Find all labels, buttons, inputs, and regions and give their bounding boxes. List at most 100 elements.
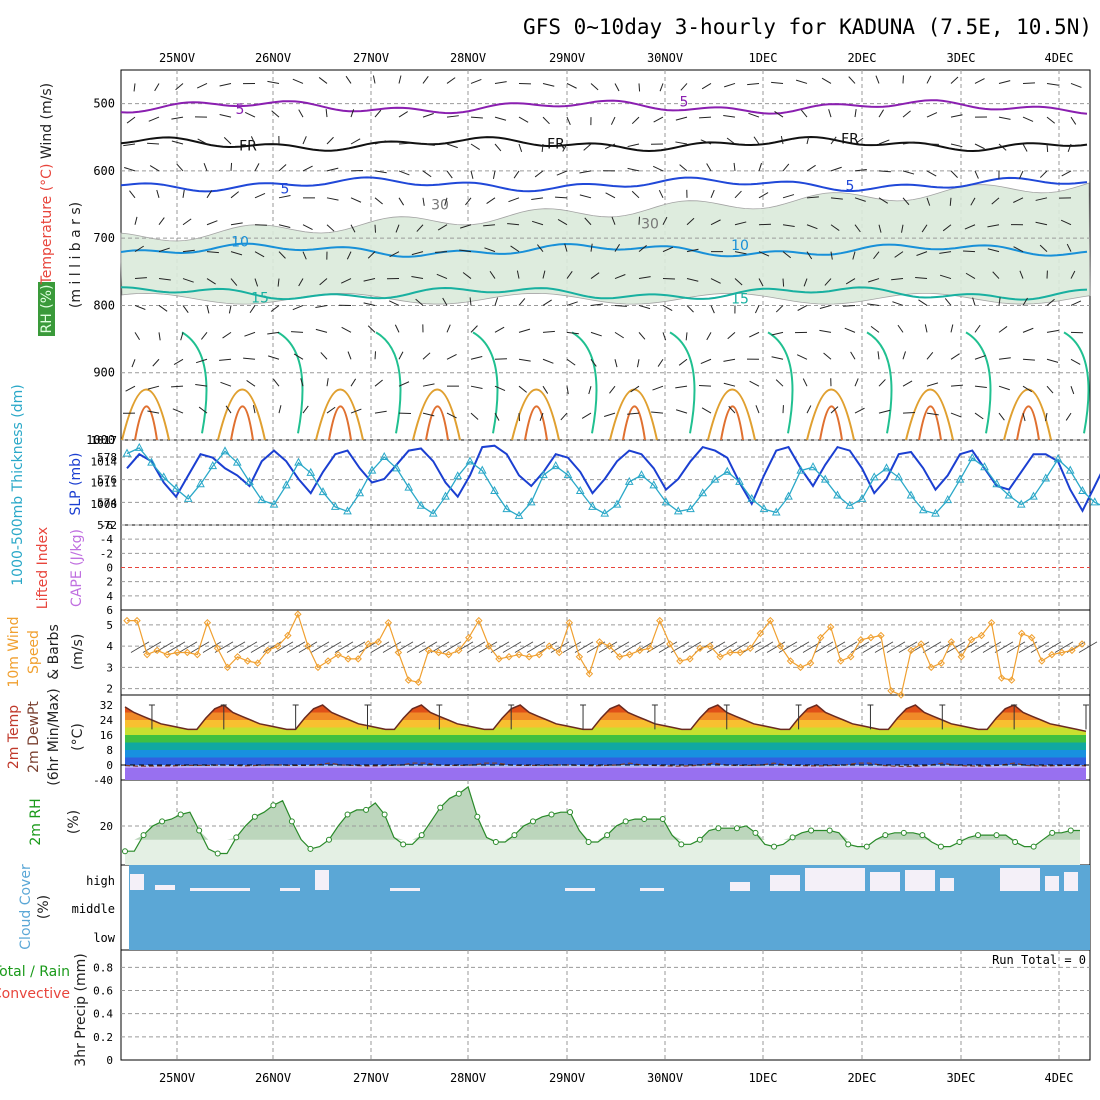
rh-point xyxy=(604,832,611,839)
wind-speed-point xyxy=(1078,640,1086,648)
wind-barb xyxy=(350,109,355,118)
wind-barb xyxy=(659,83,664,92)
wind-barb xyxy=(219,114,232,118)
cloud-gap xyxy=(565,888,595,891)
wind-barb xyxy=(590,303,603,306)
wind-barb xyxy=(686,217,695,226)
rh-point xyxy=(140,832,147,839)
wind-barb xyxy=(579,194,592,199)
cloud-gap xyxy=(315,870,329,890)
isotherm-line xyxy=(120,242,1088,258)
wind-speed-point xyxy=(264,646,272,655)
wind-barb xyxy=(418,641,438,653)
wind-speed-point xyxy=(495,655,503,663)
wind-barb xyxy=(460,224,472,229)
wind-barb xyxy=(758,192,769,199)
wind-barb xyxy=(182,218,192,226)
wind-barb xyxy=(195,358,208,364)
surface-temp-contour xyxy=(121,388,170,441)
wind-barb xyxy=(158,332,161,341)
cloud-gap xyxy=(1045,876,1059,891)
wind-barb xyxy=(806,251,813,260)
wind-barb xyxy=(245,111,256,118)
wind-barb xyxy=(1046,143,1049,153)
wind-barb xyxy=(1046,82,1059,86)
wind-speed-point xyxy=(213,644,222,652)
rh-area xyxy=(125,786,1080,865)
rh-point xyxy=(937,843,944,850)
wind-barb xyxy=(526,641,546,653)
wind-barb xyxy=(926,170,937,177)
wind-barb xyxy=(389,251,400,258)
wind-barb xyxy=(326,378,329,387)
wind-barb xyxy=(278,405,282,414)
wind-barb xyxy=(868,278,880,283)
wind-speed-point xyxy=(304,642,312,650)
wind10m-axis-label: 10m Wind xyxy=(6,616,22,687)
wind-barb xyxy=(830,224,840,231)
wind-barb xyxy=(821,77,832,84)
wind-barb xyxy=(494,326,505,333)
wind-barb xyxy=(219,82,232,87)
cloud-gap xyxy=(870,872,900,891)
wind-barb xyxy=(446,324,451,333)
thickness-point xyxy=(857,493,867,502)
temp-band xyxy=(125,735,1086,743)
wind-barb xyxy=(459,249,472,253)
wind-speed-point xyxy=(555,648,563,657)
surface-temp-contour xyxy=(707,388,756,441)
wind-barb xyxy=(507,223,520,226)
wind-barb xyxy=(542,116,550,125)
rh-point xyxy=(882,832,889,839)
thickness-point xyxy=(122,448,132,457)
wind-barb xyxy=(278,251,286,259)
wind-barb xyxy=(566,116,571,125)
surface-temp-contour xyxy=(819,405,843,441)
wind-barb xyxy=(878,197,888,204)
thickness-point xyxy=(134,442,144,451)
precip-tick: 0.8 xyxy=(93,961,113,974)
wind-barb xyxy=(926,75,932,84)
thickness-point xyxy=(673,506,683,515)
wind-barb xyxy=(854,224,861,233)
rh-axis-label: RH (%) xyxy=(39,285,55,334)
pressure-tick: 500 xyxy=(93,97,115,111)
wind-speed-point xyxy=(173,648,181,657)
wind-barb xyxy=(446,143,458,149)
rh-point xyxy=(808,827,815,834)
thickness-point xyxy=(355,488,365,497)
temp-2m-panel: -40 0 8 16 24 32 xyxy=(93,699,1090,787)
wind-barb xyxy=(310,641,330,653)
temp-band xyxy=(125,768,1086,780)
wind-barb xyxy=(345,75,352,84)
thickness-point xyxy=(147,457,156,466)
temp-band xyxy=(125,757,1086,765)
wind-barb xyxy=(1022,327,1034,333)
wind-speed-point xyxy=(414,678,423,686)
rh-point xyxy=(251,813,258,820)
wind-speed-tick: 5 xyxy=(106,619,113,632)
wind-speed-point xyxy=(294,610,302,618)
wind-barb xyxy=(939,251,952,254)
slp-tick: 1008 xyxy=(91,498,118,511)
rh-point xyxy=(863,843,870,850)
rh-2m-panel: 20 xyxy=(100,785,1090,865)
wind-barb xyxy=(494,143,502,152)
wind-barb xyxy=(992,271,1000,279)
contour-label: 5 xyxy=(680,95,689,111)
thickness-point xyxy=(1090,497,1100,506)
thickness-point xyxy=(343,506,352,515)
contour-label: 15 xyxy=(731,292,749,308)
wind-barb xyxy=(267,80,280,84)
wind-barb xyxy=(950,384,963,387)
wind-barb xyxy=(134,216,138,225)
wind-barb xyxy=(254,163,260,172)
wind-barb xyxy=(638,245,647,253)
wind-speed-point xyxy=(796,663,805,672)
wind-barb xyxy=(1039,244,1048,252)
wind-speed-point xyxy=(455,646,463,655)
wind-barb xyxy=(422,143,435,146)
wind-barb xyxy=(758,162,763,172)
date-tick-bottom: 1DEC xyxy=(749,1071,778,1085)
wind-barb xyxy=(819,329,832,333)
